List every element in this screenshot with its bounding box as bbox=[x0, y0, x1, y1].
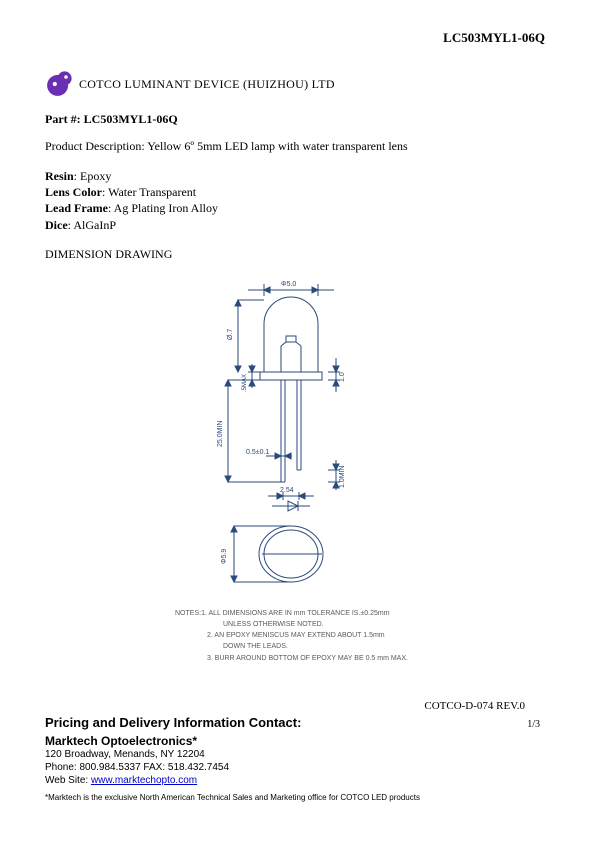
dim-flange-right: 1.0 bbox=[339, 372, 346, 382]
footer-title: Pricing and Delivery Information Contact… bbox=[45, 715, 420, 730]
dim-lead-len: 25.0MIN bbox=[217, 420, 224, 446]
header-part-number: LC503MYL1-06Q bbox=[443, 30, 545, 46]
notes-prefix: NOTES: bbox=[175, 608, 201, 619]
part-number-line: Part #: LC503MYL1-06Q bbox=[45, 112, 550, 127]
footer-web-label: Web Site: bbox=[45, 775, 91, 786]
footer-web-link[interactable]: www.marktechopto.com bbox=[91, 775, 197, 786]
resin-value: : Epoxy bbox=[74, 169, 112, 183]
dim-flange-h: .5MAX bbox=[242, 374, 248, 392]
drawing-container: Φ5.0 Ø.7 bbox=[45, 272, 550, 602]
note-1b: UNLESS OTHERWISE NOTED. bbox=[175, 619, 550, 630]
dim-lead-w: 0.5±0.1 bbox=[246, 449, 269, 456]
dimension-drawing-title: DIMENSION DRAWING bbox=[45, 247, 550, 262]
drawing-notes: NOTES: 1. ALL DIMENSIONS ARE IN mm TOLER… bbox=[175, 608, 550, 664]
description-value: Yellow 6º 5mm LED lamp with water transp… bbox=[147, 139, 407, 153]
footer-company: Marktech Optoelectronics* bbox=[45, 734, 420, 748]
lens-value: : Water Transparent bbox=[102, 185, 196, 199]
cotco-logo-icon bbox=[45, 70, 73, 98]
dim-top-width: Φ5.0 bbox=[281, 281, 296, 288]
lead-label: Lead Frame bbox=[45, 201, 108, 215]
company-row: COTCO LUMINANT DEVICE (HUIZHOU) LTD bbox=[45, 70, 550, 98]
part-value: LC503MYL1-06Q bbox=[84, 112, 178, 126]
description-line: Product Description: Yellow 6º 5mm LED l… bbox=[45, 139, 550, 154]
dice-value: : AlGaInP bbox=[68, 218, 116, 232]
note-1a: 1. ALL DIMENSIONS ARE IN mm TOLERANCE IS… bbox=[201, 608, 390, 619]
lead-value: : Ag Plating Iron Alloy bbox=[108, 201, 218, 215]
description-label: Product Description: bbox=[45, 139, 147, 153]
document-code: COTCO-D-074 REV.0 bbox=[424, 700, 525, 712]
footer-phone: Phone: 800.984.5337 FAX: 518.432.7454 bbox=[45, 761, 420, 774]
dim-body-dia: Ø.7 bbox=[227, 328, 234, 339]
note-3: 3. BURR AROUND BOTTOM OF EPOXY MAY BE 0.… bbox=[175, 653, 550, 664]
dim-pitch: 2.54 bbox=[280, 487, 294, 494]
company-name: COTCO LUMINANT DEVICE (HUIZHOU) LTD bbox=[79, 77, 335, 92]
dice-label: Dice bbox=[45, 218, 68, 232]
part-label: Part #: bbox=[45, 112, 84, 126]
led-dimension-drawing: Φ5.0 Ø.7 bbox=[168, 272, 428, 602]
footer-disclaimer: *Marktech is the exclusive North America… bbox=[45, 793, 420, 802]
resin-label: Resin bbox=[45, 169, 74, 183]
lens-label: Lens Color bbox=[45, 185, 102, 199]
spec-block: Resin: Epoxy Lens Color: Water Transpare… bbox=[45, 168, 550, 233]
page-number: 1/3 bbox=[527, 719, 540, 730]
note-2b: DOWN THE LEADS. bbox=[175, 641, 550, 652]
note-2a: 2. AN EPOXY MENISCUS MAY EXTEND ABOUT 1.… bbox=[175, 630, 550, 641]
dim-circle-dia: Φ5.9 bbox=[221, 548, 228, 563]
dim-short-lead: 1.0MIN bbox=[339, 465, 346, 488]
footer: Pricing and Delivery Information Contact… bbox=[45, 715, 420, 802]
footer-address: 120 Broadway, Menands, NY 12204 bbox=[45, 748, 420, 761]
